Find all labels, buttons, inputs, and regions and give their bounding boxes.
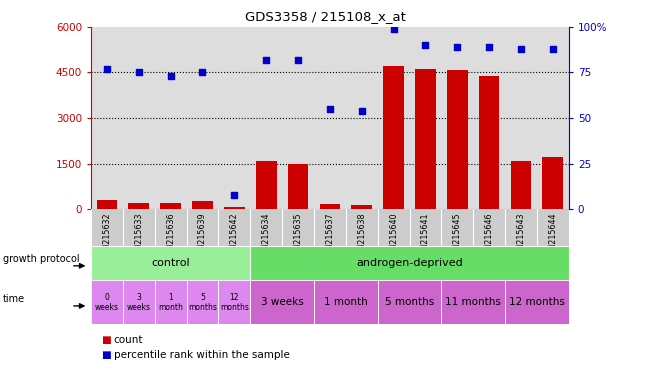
Point: [484, 44, 494, 50]
Text: 3 weeks: 3 weeks: [261, 297, 304, 308]
Text: ■: ■: [101, 350, 111, 360]
Bar: [415, 69, 436, 209]
Bar: [256, 161, 276, 209]
Point: [452, 44, 463, 50]
Point: [547, 46, 558, 52]
Bar: [447, 70, 467, 209]
Text: GSM215637: GSM215637: [326, 212, 334, 261]
Bar: [441, 280, 505, 324]
Bar: [314, 280, 378, 324]
Bar: [505, 280, 569, 324]
Point: [292, 56, 303, 63]
Point: [165, 73, 176, 79]
Bar: [187, 280, 218, 324]
Text: 3
weeks: 3 weeks: [127, 293, 151, 312]
Point: [356, 108, 367, 114]
Point: [388, 26, 398, 32]
Point: [324, 106, 335, 112]
Text: GSM215639: GSM215639: [198, 212, 207, 261]
Text: 11 months: 11 months: [445, 297, 501, 308]
Text: count: count: [114, 335, 143, 345]
Bar: [97, 200, 117, 209]
Point: [229, 192, 239, 198]
Text: GSM215635: GSM215635: [294, 212, 302, 261]
Text: growth protocol: growth protocol: [3, 254, 80, 264]
Text: 1
month: 1 month: [158, 293, 183, 312]
Bar: [384, 66, 404, 209]
Bar: [218, 280, 250, 324]
Text: GSM215636: GSM215636: [166, 212, 175, 261]
Bar: [91, 246, 250, 280]
Bar: [250, 280, 314, 324]
Text: percentile rank within the sample: percentile rank within the sample: [114, 350, 290, 360]
Text: time: time: [3, 293, 25, 304]
Text: GSM215643: GSM215643: [517, 212, 525, 261]
Text: GSM215638: GSM215638: [358, 212, 366, 261]
Text: 12 months: 12 months: [509, 297, 565, 308]
Text: GSM215644: GSM215644: [549, 212, 557, 261]
Text: 5 months: 5 months: [385, 297, 434, 308]
Point: [515, 46, 526, 52]
Text: 1 month: 1 month: [324, 297, 368, 308]
Bar: [123, 280, 155, 324]
Bar: [129, 203, 149, 209]
Bar: [543, 157, 563, 209]
Text: GSM215646: GSM215646: [485, 212, 493, 261]
Text: GSM215642: GSM215642: [230, 212, 239, 261]
Text: 0
weeks: 0 weeks: [95, 293, 119, 312]
Text: GSM215641: GSM215641: [421, 212, 430, 261]
Text: androgen-deprived: androgen-deprived: [356, 258, 463, 268]
Point: [420, 42, 430, 48]
Bar: [352, 205, 372, 209]
Text: 12
months: 12 months: [220, 293, 249, 312]
Bar: [192, 201, 213, 209]
Bar: [511, 161, 531, 209]
Bar: [161, 203, 181, 209]
Text: GSM215634: GSM215634: [262, 212, 270, 261]
Text: GSM215645: GSM215645: [453, 212, 461, 261]
Point: [198, 70, 208, 76]
Point: [101, 66, 112, 72]
Bar: [320, 204, 340, 209]
Point: [134, 70, 144, 76]
Text: GDS3358 / 215108_x_at: GDS3358 / 215108_x_at: [244, 10, 406, 23]
Bar: [288, 164, 308, 209]
Bar: [378, 280, 441, 324]
Bar: [250, 246, 569, 280]
Text: 5
months: 5 months: [188, 293, 217, 312]
Text: GSM215633: GSM215633: [135, 212, 143, 261]
Text: control: control: [151, 258, 190, 268]
Text: GSM215640: GSM215640: [389, 212, 398, 261]
Bar: [479, 76, 499, 209]
Bar: [224, 207, 244, 209]
Bar: [155, 280, 187, 324]
Bar: [91, 280, 123, 324]
Text: ■: ■: [101, 335, 111, 345]
Text: GSM215632: GSM215632: [103, 212, 111, 261]
Point: [261, 56, 272, 63]
